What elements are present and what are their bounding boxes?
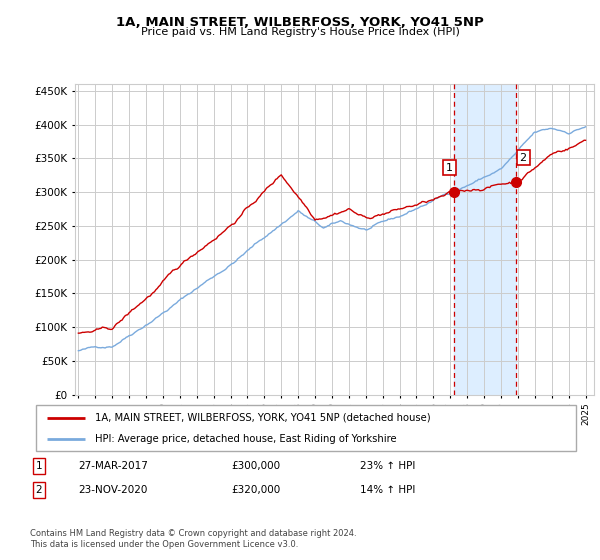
Text: £320,000: £320,000 <box>231 485 280 495</box>
Text: 23-NOV-2020: 23-NOV-2020 <box>78 485 148 495</box>
Text: Price paid vs. HM Land Registry's House Price Index (HPI): Price paid vs. HM Land Registry's House … <box>140 27 460 37</box>
Bar <box>454 84 516 395</box>
Text: 2: 2 <box>520 152 527 162</box>
Text: 1A, MAIN STREET, WILBERFOSS, YORK, YO41 5NP (detached house): 1A, MAIN STREET, WILBERFOSS, YORK, YO41 … <box>95 413 431 423</box>
Text: HPI: Average price, detached house, East Riding of Yorkshire: HPI: Average price, detached house, East… <box>95 435 397 444</box>
Text: 27-MAR-2017: 27-MAR-2017 <box>78 461 148 471</box>
FancyBboxPatch shape <box>36 405 576 451</box>
Text: 1A, MAIN STREET, WILBERFOSS, YORK, YO41 5NP: 1A, MAIN STREET, WILBERFOSS, YORK, YO41 … <box>116 16 484 29</box>
Text: 23% ↑ HPI: 23% ↑ HPI <box>360 461 415 471</box>
Text: 2: 2 <box>35 485 43 495</box>
Text: 1: 1 <box>35 461 43 471</box>
Text: Contains HM Land Registry data © Crown copyright and database right 2024.
This d: Contains HM Land Registry data © Crown c… <box>30 529 356 549</box>
Text: 1: 1 <box>446 162 453 172</box>
Text: 14% ↑ HPI: 14% ↑ HPI <box>360 485 415 495</box>
Text: £300,000: £300,000 <box>231 461 280 471</box>
